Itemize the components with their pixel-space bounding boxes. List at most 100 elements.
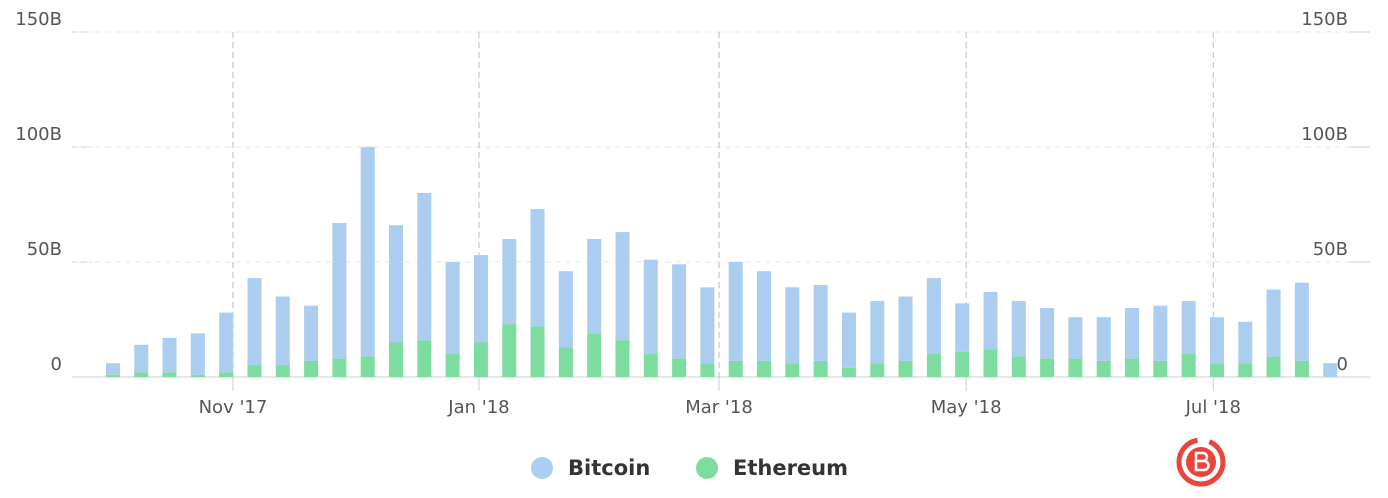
bar: [247, 365, 262, 377]
bar: [332, 358, 347, 377]
bar: [785, 287, 800, 364]
bar: [898, 360, 913, 377]
bar: [502, 239, 517, 325]
bar: [1238, 321, 1253, 364]
bar: [445, 354, 460, 377]
bar: [1153, 305, 1168, 361]
bar: [304, 305, 319, 361]
bar: [587, 239, 602, 334]
bar: [1125, 308, 1140, 359]
bar: [360, 356, 375, 377]
bar: [841, 367, 856, 377]
bar: [332, 222, 347, 359]
bar: [389, 225, 404, 343]
bar: [643, 354, 658, 377]
bar: [728, 262, 743, 361]
bar: [304, 360, 319, 377]
bar: [728, 360, 743, 377]
legend-swatch: [696, 457, 718, 479]
bar: [275, 296, 290, 366]
y2-tick-label: 100B: [1301, 124, 1348, 145]
bar: [1011, 301, 1026, 357]
bar: [841, 312, 856, 368]
bar: [1096, 317, 1111, 361]
bar: [643, 259, 658, 354]
bar: [587, 333, 602, 377]
y-tick-label: 0: [51, 354, 62, 375]
bar: [813, 360, 828, 377]
legend-swatch: [531, 457, 553, 479]
bar: [926, 278, 941, 354]
bar: [898, 296, 913, 361]
y-tick-label: 50B: [27, 239, 62, 260]
bar: [558, 271, 573, 348]
logo-ring: [1176, 437, 1226, 487]
bar: [162, 372, 177, 377]
bar: [926, 354, 941, 377]
x-tick-label: Mar '18: [685, 397, 753, 418]
bar: [1068, 317, 1083, 359]
bar: [558, 347, 573, 377]
bar: [360, 147, 375, 357]
bar: [1068, 358, 1083, 377]
bar: [219, 312, 234, 373]
bar: [757, 360, 772, 377]
bar: [983, 349, 998, 377]
bar: [105, 374, 120, 377]
bar: [1266, 289, 1281, 357]
bar: [502, 324, 517, 377]
watermark-logo: [1176, 437, 1226, 487]
bar: [1209, 363, 1224, 377]
bar: [473, 342, 488, 377]
bar: [615, 232, 630, 341]
bar: [417, 193, 432, 341]
bar: [615, 340, 630, 377]
y2-tick-label: 150B: [1301, 9, 1348, 30]
bar: [530, 326, 545, 377]
bar: [757, 271, 772, 361]
bar: [417, 340, 432, 377]
bar: [247, 278, 262, 366]
bar: [813, 285, 828, 361]
bar: [672, 264, 687, 359]
y2-tick-label: 50B: [1313, 239, 1348, 260]
bar: [134, 344, 149, 373]
y2-tick-label: 0: [1337, 354, 1348, 375]
bar: [530, 209, 545, 327]
bar: [1040, 358, 1055, 377]
legend-label: Bitcoin: [568, 456, 650, 480]
plot: 0 50B 100B 150B 0 50B 100B 150B Nov '17 Jan '18 Ma…: [15, 9, 1370, 480]
bar: [1040, 308, 1055, 359]
legend-label: Ethereum: [733, 456, 848, 480]
logo-b: [1194, 451, 1210, 472]
bar: [1238, 363, 1253, 377]
bar: [1153, 360, 1168, 377]
bar: [473, 255, 488, 343]
x-tick-label: Jul '18: [1185, 397, 1241, 418]
bar: [162, 337, 177, 373]
bar: [219, 372, 234, 377]
bar: [445, 262, 460, 354]
bar: [1011, 356, 1026, 377]
bar: [1294, 360, 1309, 377]
bar: [190, 333, 205, 375]
bar: [105, 363, 120, 375]
y-tick-label: 100B: [15, 124, 62, 145]
bar: [955, 351, 970, 377]
bar: [389, 342, 404, 377]
bar: [1323, 363, 1338, 377]
x-tick-label: Nov '17: [199, 397, 268, 418]
bar: [1181, 354, 1196, 377]
x-tick-label: Jan '18: [447, 397, 509, 418]
bar: [1125, 358, 1140, 377]
y-tick-label: 150B: [15, 9, 62, 30]
x-tick-label: May '18: [931, 397, 1002, 418]
bar: [134, 372, 149, 377]
bar: [700, 287, 715, 364]
bar: [1209, 317, 1224, 364]
bar: [1266, 356, 1281, 377]
bar: [785, 363, 800, 377]
bar: [870, 301, 885, 364]
